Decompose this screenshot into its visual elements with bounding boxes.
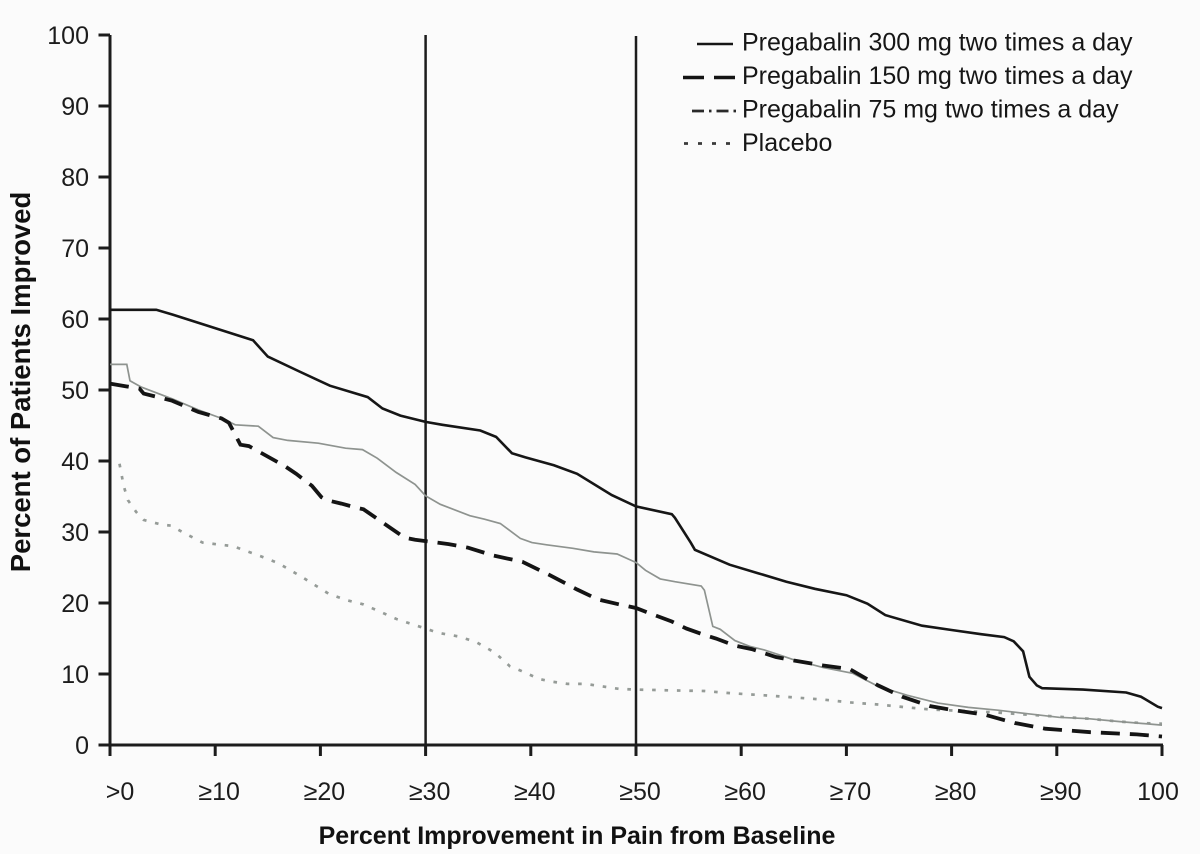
svg-text:60: 60: [61, 306, 89, 334]
svg-text:≥20: ≥20: [304, 778, 346, 806]
svg-text:20: 20: [61, 590, 89, 618]
svg-text:Pregabalin 75 mg two times a d: Pregabalin 75 mg two times a day: [742, 96, 1119, 124]
svg-text:10: 10: [61, 661, 89, 689]
svg-text:90: 90: [61, 93, 89, 121]
svg-text:Placebo: Placebo: [742, 129, 832, 157]
svg-text:30: 30: [61, 519, 89, 547]
svg-text:>0: >0: [106, 778, 135, 806]
svg-text:70: 70: [61, 235, 89, 263]
svg-text:≥70: ≥70: [830, 778, 872, 806]
svg-text:100: 100: [1137, 778, 1179, 806]
svg-text:40: 40: [61, 448, 89, 476]
svg-text:Pregabalin 300 mg two times a: Pregabalin 300 mg two times a day: [742, 29, 1133, 57]
svg-text:≥50: ≥50: [619, 778, 661, 806]
svg-text:50: 50: [61, 377, 89, 405]
svg-text:≥30: ≥30: [409, 778, 451, 806]
svg-text:100: 100: [47, 22, 89, 50]
svg-text:≥10: ≥10: [198, 778, 240, 806]
svg-text:≥40: ≥40: [514, 778, 556, 806]
svg-text:0: 0: [75, 732, 89, 760]
svg-text:≥80: ≥80: [935, 778, 977, 806]
svg-text:80: 80: [61, 164, 89, 192]
svg-text:Pregabalin 150 mg two times a: Pregabalin 150 mg two times a day: [742, 62, 1133, 90]
svg-text:≥90: ≥90: [1040, 778, 1082, 806]
svg-text:Percent Improvement in Pain fr: Percent Improvement in Pain from Baselin…: [319, 822, 836, 849]
svg-text:≥60: ≥60: [724, 778, 766, 806]
svg-text:Percent of Patients Improved: Percent of Patients Improved: [5, 192, 36, 573]
